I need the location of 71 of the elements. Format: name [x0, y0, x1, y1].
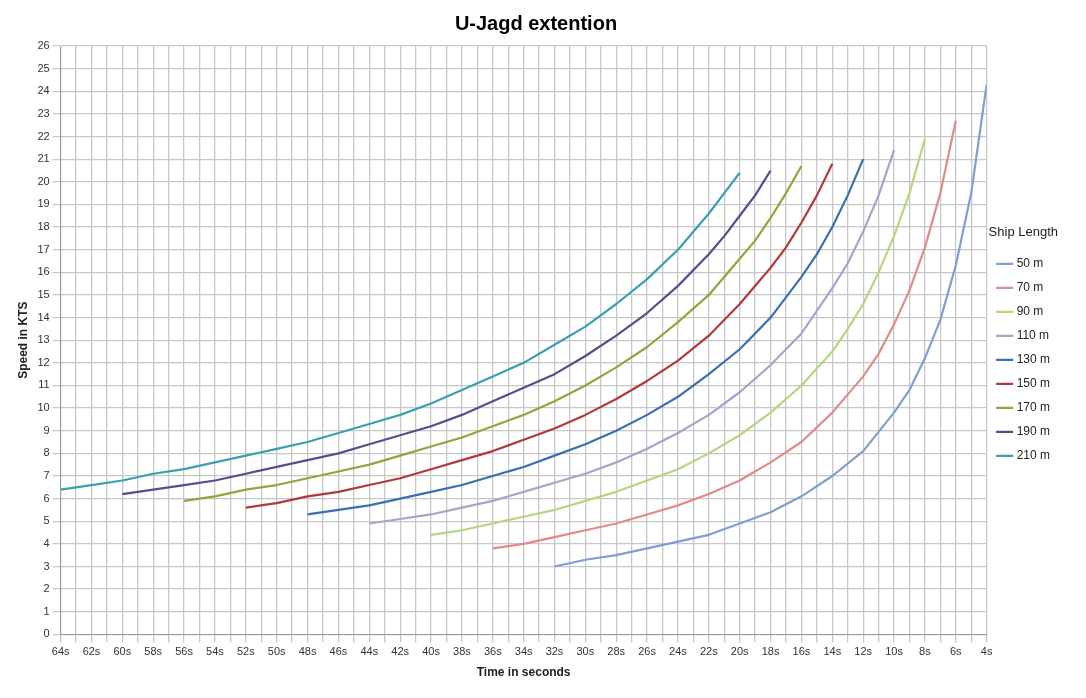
y-tick-label: 12 [37, 355, 50, 368]
x-tick-label: 24s [669, 645, 688, 658]
x-tick-label: 22s [699, 645, 719, 658]
y-tick-label: 26 [37, 39, 50, 52]
x-tick-label: 48s [298, 645, 317, 658]
x-tick-label: 64s [51, 645, 70, 658]
x-tick-label: 60s [113, 645, 132, 658]
y-tick-label: 13 [37, 333, 50, 346]
y-tick-label: 23 [37, 106, 50, 119]
x-tick-label: 44s [360, 645, 379, 658]
x-tick-label: 30s [576, 645, 595, 658]
y-tick-label: 5 [43, 514, 50, 527]
legend-label: 90 m [1016, 304, 1044, 319]
x-tick-label: 58s [144, 645, 163, 658]
x-tick-label: 32s [545, 645, 564, 658]
y-tick-label: 6 [43, 491, 50, 504]
y-tick-label: 4 [43, 536, 50, 549]
y-tick-label: 11 [38, 378, 50, 391]
y-tick-label: 17 [37, 242, 50, 255]
chart-title: U-Jagd extention [454, 11, 618, 34]
x-tick-label: 54s [206, 645, 225, 658]
y-tick-label: 24 [37, 84, 50, 97]
x-tick-label: 50s [267, 645, 287, 658]
y-tick-label: 0 [43, 627, 50, 640]
x-tick-label: 40s [422, 645, 441, 658]
y-tick-label: 9 [43, 423, 50, 436]
x-tick-label: 8s [919, 645, 932, 658]
legend-label: 50 m [1016, 256, 1044, 271]
x-tick-label: 36s [483, 645, 503, 658]
x-tick-label: 56s [175, 645, 194, 658]
x-tick-label: 4s [980, 645, 993, 658]
y-tick-label: 1 [43, 604, 50, 617]
y-tick-label: 7 [43, 469, 50, 482]
x-tick-label: 34s [514, 645, 533, 658]
y-tick-label: 10 [37, 401, 50, 414]
y-tick-label: 19 [37, 197, 50, 210]
y-tick-label: 18 [37, 220, 50, 233]
x-tick-label: 42s [391, 645, 410, 658]
x-tick-label: 6s [949, 645, 963, 658]
x-tick-label: 28s [607, 645, 626, 658]
y-tick-label: 22 [37, 129, 50, 142]
legend-label: 110 m [1016, 328, 1050, 343]
x-tick-label: 26s [638, 645, 657, 658]
y-tick-label: 21 [37, 152, 50, 165]
x-tick-label: 10s [885, 645, 904, 658]
y-tick-label: 25 [37, 61, 50, 74]
x-tick-label: 20s [730, 645, 750, 658]
y-tick-label: 2 [43, 582, 50, 595]
x-axis-title: Time in seconds [476, 665, 571, 680]
legend-label: 70 m [1016, 280, 1044, 295]
x-tick-label: 62s [82, 645, 101, 658]
y-tick-label: 8 [43, 446, 50, 459]
y-tick-label: 16 [37, 265, 50, 278]
y-tick-label: 3 [43, 559, 50, 572]
x-tick-label: 12s [854, 645, 873, 658]
x-tick-label: 52s [236, 645, 256, 658]
y-tick-label: 20 [37, 174, 50, 187]
legend-label: 150 m [1016, 376, 1051, 391]
y-tick-label: 14 [37, 310, 50, 323]
x-tick-label: 16s [792, 645, 811, 658]
legend-label: 210 m [1016, 448, 1051, 463]
legend-label: 190 m [1016, 424, 1051, 439]
y-tick-label: 15 [37, 287, 50, 300]
x-tick-label: 14s [823, 645, 842, 658]
y-axis-title: Speed in KTS [15, 301, 30, 379]
legend-title: Ship Length [988, 224, 1059, 240]
legend-label: 130 m [1016, 352, 1051, 367]
x-tick-label: 18s [761, 645, 780, 658]
legend-label: 170 m [1016, 400, 1051, 415]
x-tick-label: 46s [329, 645, 348, 658]
x-tick-label: 38s [453, 645, 472, 658]
